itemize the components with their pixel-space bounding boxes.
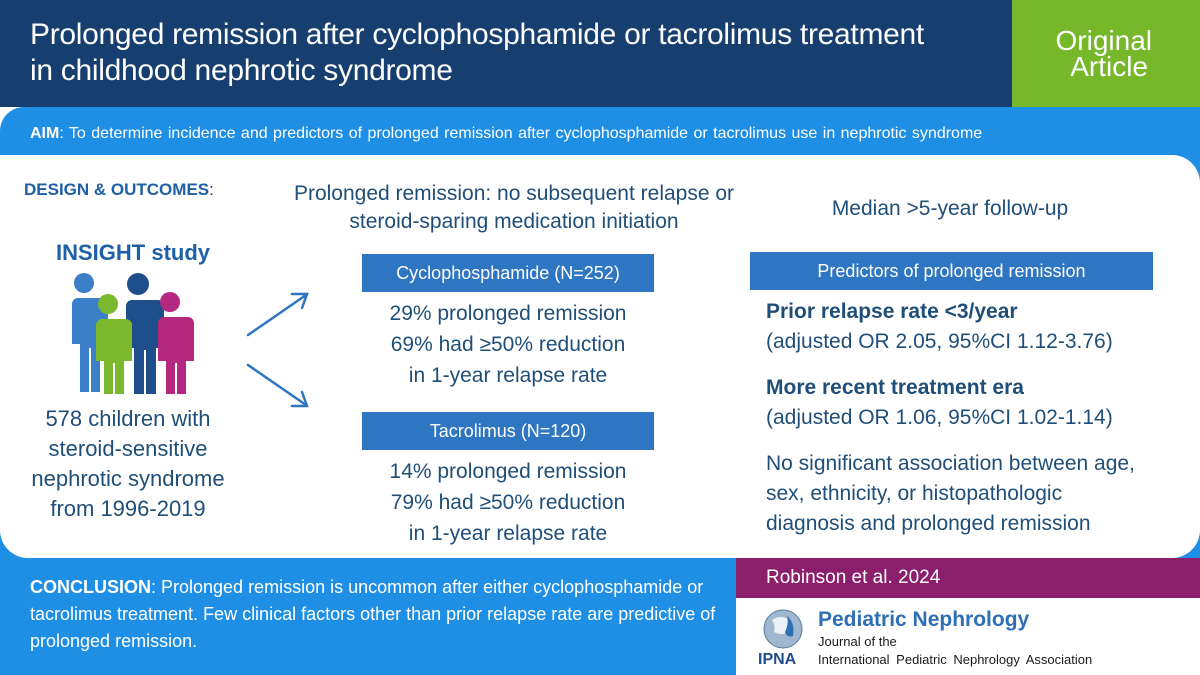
arrow-up-icon [246, 293, 308, 337]
journal-subtitle-2: International Pediatric Nephrology Assoc… [818, 652, 1093, 667]
predictors-header: Predictors of prolonged remission [750, 252, 1153, 290]
predictor-relapse-rate: Prior relapse rate <3/year (adjusted OR … [766, 297, 1113, 357]
design-label: DESIGN & OUTCOMES [24, 180, 210, 199]
follow-up-duration: Median >5-year follow-up [831, 197, 1069, 220]
aim-text: AIM: To determine incidence and predicto… [30, 124, 982, 144]
tacrolimus-results: 14% prolonged remission 79% had ≥50% red… [340, 456, 676, 549]
cyclophosphamide-result-3: in 1-year relapse rate [408, 364, 608, 387]
citation: Robinson et al. 2024 [766, 567, 941, 588]
journal-box [736, 598, 1200, 675]
aim-bar [0, 107, 1200, 157]
predictor-2-title: More recent treatment era [766, 376, 1024, 399]
article-type-badge: Original Article [1012, 0, 1200, 107]
conclusion-label: CONCLUSION [30, 577, 151, 597]
globe-logo-icon [763, 609, 803, 649]
prolonged-remission-definition: Prolonged remission: no subsequent relap… [293, 182, 735, 233]
cyclophosphamide-results: 29% prolonged remission 69% had ≥50% red… [340, 298, 676, 391]
predictor-2-detail: (adjusted OR 1.06, 95%CI 1.02-1.14) [766, 406, 1113, 429]
arrows-graphic [246, 292, 309, 408]
cyclophosphamide-result-2: 69% had ≥50% reduction [390, 333, 626, 356]
title-line-1: Prolonged remission after cyclophosphami… [30, 18, 924, 51]
predictor-1-detail: (adjusted OR 2.05, 95%CI 1.12-3.76) [766, 330, 1113, 353]
predictor-1-title: Prior relapse rate <3/year [766, 300, 1018, 323]
design-outcomes-heading: DESIGN & OUTCOMES: [24, 180, 214, 200]
predictor-treatment-era: More recent treatment era (adjusted OR 1… [766, 373, 1113, 433]
conclusion: CONCLUSION: Prolonged remission is uncom… [30, 574, 730, 655]
tacrolimus-result-1: 14% prolonged remission [389, 460, 627, 483]
arrow-down-icon [246, 363, 308, 407]
study-name: INSIGHT study [56, 240, 211, 265]
population-description: 578 children with steroid-sensitive neph… [31, 406, 225, 521]
design-colon: : [209, 180, 214, 199]
badge-line-2: Article [1070, 51, 1148, 82]
ipna-logo-text: IPNA [758, 651, 797, 668]
tacrolimus-header: Tacrolimus (N=120) [362, 412, 654, 450]
reference-bar [736, 558, 1200, 598]
tacrolimus-result-2: 79% had ≥50% reduction [390, 491, 626, 514]
cyclophosphamide-header: Cyclophosphamide (N=252) [362, 254, 654, 292]
title-line-2: in childhood nephrotic syndrome [30, 54, 453, 87]
tacrolimus-result-3: in 1-year relapse rate [408, 522, 608, 545]
cyclophosphamide-result-1: 29% prolonged remission [389, 302, 627, 325]
badge-line-1: Original [1055, 25, 1152, 56]
aim-label: AIM [30, 125, 60, 142]
journal-name: Pediatric Nephrology [818, 608, 1030, 631]
conclusion-body: : Prolonged remission is uncommon after … [30, 577, 716, 651]
journal-subtitle-1: Journal of the [818, 634, 897, 649]
no-association-note: No significant association between age, … [766, 452, 1135, 535]
main-panel [0, 155, 1200, 558]
aim-body: : To determine incidence and predictors … [59, 125, 983, 142]
header-banner: Prolonged remission after cyclophosphami… [0, 0, 1012, 107]
children-group-icon [66, 273, 194, 394]
